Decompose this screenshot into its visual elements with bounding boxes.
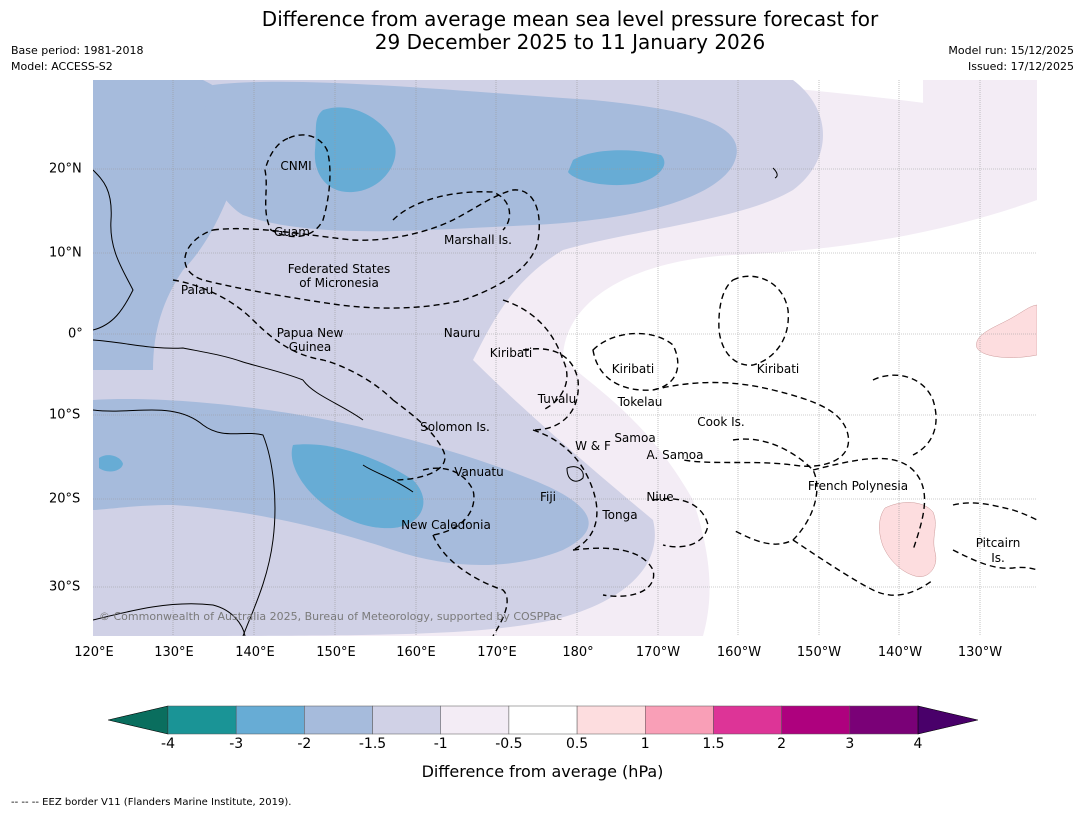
label-solomon: Solomon Is. <box>420 420 490 434</box>
title-line-2: 29 December 2025 to 11 January 2026 <box>374 30 766 54</box>
label-png-2: Guinea <box>289 340 332 354</box>
colorbar-extend-high <box>917 705 979 735</box>
label-kiribati-3: Kiribati <box>757 362 799 376</box>
copyright: © Commonwealth of Australia 2025, Bureau… <box>99 610 562 623</box>
colorbar-label: Difference from average (hPa) <box>421 762 664 781</box>
lon-label: 160°E <box>396 645 436 660</box>
colorbar-segment <box>781 705 851 735</box>
label-fiji: Fiji <box>540 490 556 504</box>
eez-borders <box>172 134 1037 636</box>
label-nauru: Nauru <box>444 326 480 340</box>
colorbar-segment <box>304 705 373 735</box>
pressure-anomaly-map: CNMI Guam Marshall Is. Federated States … <box>93 80 1037 636</box>
label-samoa: Samoa <box>614 431 655 445</box>
lat-label: 0° <box>68 326 83 342</box>
anomaly-field-blue-3 <box>291 444 424 529</box>
label-png-1: Papua New <box>277 326 344 340</box>
colorbar-tick-label: -1 <box>433 736 448 752</box>
lon-label: 140°E <box>235 645 275 660</box>
colorbar-tick-label: -3 <box>229 736 244 752</box>
lon-label: 150°E <box>316 645 356 660</box>
colorbar-tick-label: -4 <box>161 736 175 752</box>
colorbar-tick-label: 1.5 <box>702 736 725 752</box>
label-new-caledonia: New Caledonia <box>401 518 491 532</box>
label-kiribati-2: Kiribati <box>612 362 654 376</box>
label-cnmi: CNMI <box>280 159 311 173</box>
label-wf: W & F <box>575 439 611 453</box>
region-labels: CNMI Guam Marshall Is. Federated States … <box>181 159 1020 565</box>
meta-right: Model run: 15/12/2025 Issued: 17/12/2025 <box>948 43 1074 75</box>
label-fsm-1: Federated States <box>288 262 390 276</box>
colorbar-tick-label: -0.5 <box>495 736 523 752</box>
lat-label: 10°S <box>49 407 81 423</box>
label-pitcairn-2: Is. <box>991 551 1005 565</box>
colorbar-extend-low <box>107 705 169 735</box>
colorbar-segment <box>235 705 305 735</box>
label-marshall: Marshall Is. <box>444 233 512 247</box>
lon-label: 140°W <box>877 645 923 660</box>
lat-label: 20°N <box>49 161 82 177</box>
colorbar-segment <box>576 705 646 735</box>
colorbar-segment <box>645 705 714 735</box>
lat-label: 20°S <box>49 491 81 507</box>
lon-label: 120°E <box>74 645 114 660</box>
colorbar <box>107 705 979 735</box>
lon-label: 170°E <box>477 645 517 660</box>
label-guam: Guam <box>274 225 310 239</box>
lat-label: 30°S <box>49 579 81 595</box>
colorbar-tick-label: -1.5 <box>358 736 387 752</box>
model-name: Model: ACCESS-S2 <box>11 60 113 73</box>
anomaly-field-pink-2 <box>976 304 1037 358</box>
colorbar-segment <box>167 705 237 735</box>
colorbar-tick-label: -2 <box>297 736 312 752</box>
label-tonga: Tonga <box>601 508 637 522</box>
label-french-polynesia: French Polynesia <box>808 479 908 493</box>
colorbar-tick-label: 3 <box>845 736 855 752</box>
eez-footnote: -- -- -- EEZ border V11 (Flanders Marine… <box>11 797 292 808</box>
lon-label: 130°W <box>957 645 1003 660</box>
lon-label: 170°W <box>635 645 681 660</box>
colorbar-segment <box>849 705 919 735</box>
colorbar-segment <box>440 705 510 735</box>
label-niue: Niue <box>646 490 673 504</box>
title-line-1: Difference from average mean sea level p… <box>261 7 879 31</box>
chart-title: Difference from average mean sea level p… <box>0 8 1085 54</box>
issued-date: Issued: 17/12/2025 <box>967 60 1074 73</box>
label-cook: Cook Is. <box>697 415 744 429</box>
base-period: Base period: 1981-2018 <box>11 44 144 57</box>
coastlines <box>93 167 778 636</box>
meta-left: Base period: 1981-2018 Model: ACCESS-S2 <box>11 43 143 75</box>
model-run: Model run: 15/12/2025 <box>948 44 1074 57</box>
colorbar-segment <box>508 705 578 735</box>
label-asamoa: A. Samoa <box>647 448 704 462</box>
label-vanuatu: Vanuatu <box>454 465 504 479</box>
anomaly-field-pink-1 <box>879 502 937 577</box>
anomaly-field-blue-4 <box>99 455 123 472</box>
colorbar-tick-label: 2 <box>777 736 787 752</box>
colorbar-tick-label: 4 <box>913 736 923 752</box>
label-kiribati-1: Kiribati <box>490 346 532 360</box>
colorbar-segment <box>713 705 782 735</box>
lon-label: 180° <box>562 645 594 660</box>
label-tuvalu: Tuvalu <box>537 392 577 406</box>
colorbar-tick-label: 1 <box>640 736 650 752</box>
anomaly-field-blue-grey-4 <box>93 510 216 636</box>
anomaly-field-blue-2 <box>568 150 665 186</box>
lon-label: 150°W <box>796 645 842 660</box>
label-tokelau: Tokelau <box>617 395 663 409</box>
label-pitcairn-1: Pitcairn <box>976 536 1021 550</box>
graticule <box>93 80 1037 636</box>
colorbar-segment <box>372 705 441 735</box>
lon-label: 160°W <box>716 645 762 660</box>
label-palau: Palau <box>181 283 213 297</box>
colorbar-tick-label: 0.5 <box>565 736 589 752</box>
lat-label: 10°N <box>49 245 82 261</box>
lon-label: 130°E <box>154 645 194 660</box>
label-fsm-2: of Micronesia <box>299 276 379 290</box>
